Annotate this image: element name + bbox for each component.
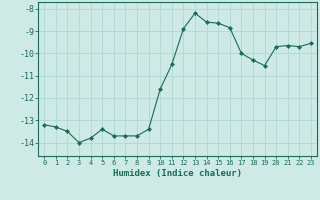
X-axis label: Humidex (Indice chaleur): Humidex (Indice chaleur) — [113, 169, 242, 178]
